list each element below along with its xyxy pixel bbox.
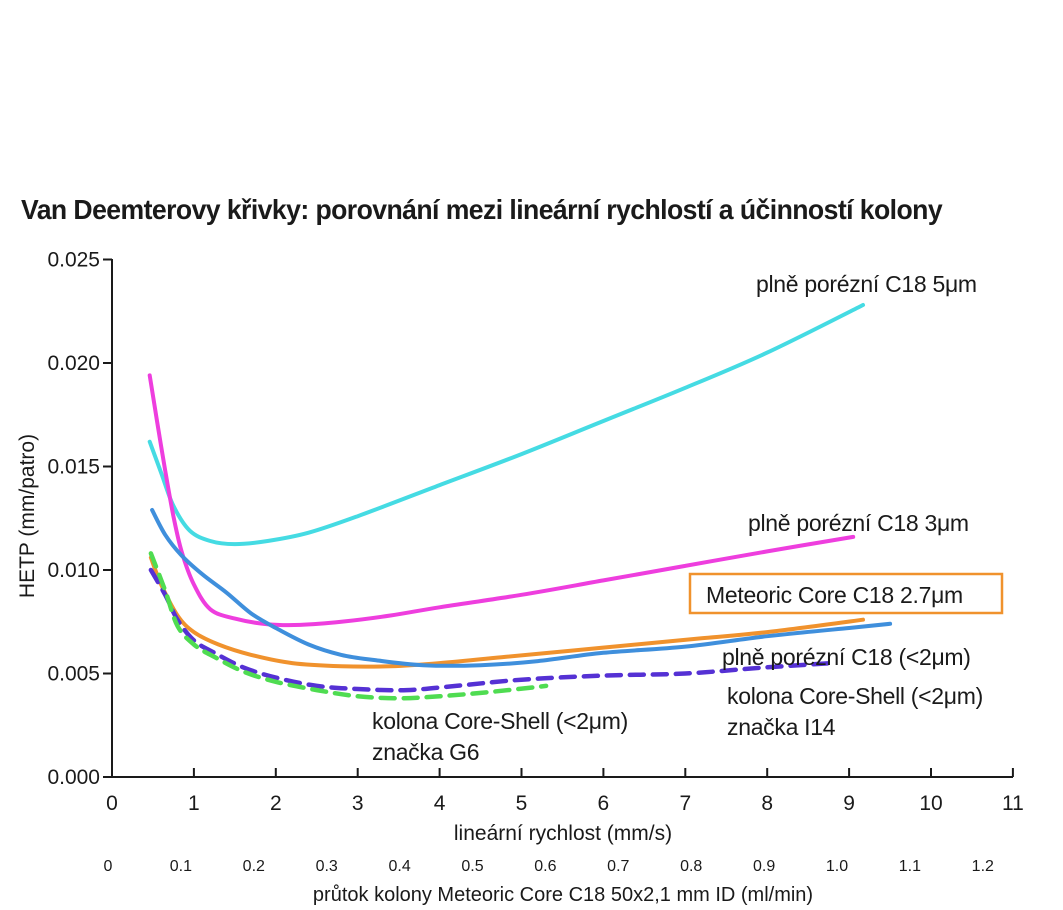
x-tick-label: 9: [843, 792, 855, 815]
chart-title: Van Deemterovy křivky: porovnání mezi li…: [21, 194, 943, 225]
y-tick-label: 0.000: [47, 766, 100, 789]
x2-tick-label: 0: [104, 858, 113, 875]
x-tick-label: 11: [1002, 792, 1024, 815]
x2-tick-label: 0.8: [680, 858, 702, 875]
curve-label: plně porézní C18 (<2μm): [722, 644, 971, 670]
curve-label: značka I14: [727, 714, 836, 740]
y-tick-label: 0.020: [47, 352, 100, 375]
x2-tick-label: 1.1: [899, 858, 921, 875]
curve-5: [148, 551, 549, 701]
curve-label: Meteoric Core C18 2.7μm: [706, 582, 963, 608]
x2-tick-label: 0.7: [607, 858, 629, 875]
curve-2: [148, 555, 865, 669]
x-tick-label: 5: [516, 792, 528, 815]
x2-tick-label: 0.1: [170, 858, 192, 875]
x2-tick-label: 0.2: [243, 858, 265, 875]
tick-labels: 0 1 2 3 4 5 6 7 8 9 10 11 0.000 0.005 0.010 0.015 0.020 0…: [47, 249, 1023, 876]
x2-tick-label: 0.5: [461, 858, 483, 875]
x-tick-label: 2: [270, 792, 282, 815]
series-curves: [147, 303, 893, 701]
x2-tick-label: 1.2: [972, 858, 994, 875]
curve-annotations: plně porézní C18 5μm plně porézní C18 3μm…: [372, 271, 1004, 765]
curve-4: [148, 567, 835, 693]
y-axis-label: HETP (mm/patro): [16, 434, 39, 598]
curve-label-box: [688, 572, 1004, 615]
curve-1: [147, 373, 856, 628]
x-axis-label: lineární rychlost (mm/s): [454, 822, 672, 845]
x-tick-label: 10: [919, 792, 942, 815]
x2-tick-label: 0.3: [316, 858, 338, 875]
curve-3: [150, 508, 893, 668]
curve-0: [147, 303, 865, 547]
x2-axis-label: průtok kolony Meteoric Core C18 50x2,1 m…: [313, 884, 813, 906]
x2-tick-label: 0.9: [753, 858, 775, 875]
x-tick-label: 6: [598, 792, 610, 815]
x-tick-label: 4: [434, 792, 446, 815]
x-tick-label: 0: [106, 792, 118, 815]
x-tick-label: 3: [352, 792, 364, 815]
y-tick-label: 0.025: [47, 249, 100, 272]
curve-label: plně porézní C18 3μm: [748, 510, 969, 536]
curve-label: kolona Core-Shell (<2μm): [727, 683, 983, 709]
x-tick-label: 8: [761, 792, 773, 815]
x2-tick-label: 0.4: [388, 858, 410, 875]
x-tick-label: 1: [188, 792, 200, 815]
x2-tick-label: 1.0: [826, 858, 848, 875]
y-tick-label: 0.010: [47, 559, 100, 582]
x-tick-label: 7: [679, 792, 691, 815]
x2-tick-label: 0.6: [534, 858, 556, 875]
y-tick-label: 0.015: [47, 456, 100, 479]
y-tick-label: 0.005: [47, 663, 100, 686]
curve-label: plně porézní C18 5μm: [756, 271, 977, 297]
tick-marks: [103, 258, 1014, 778]
curve-label: kolona Core-Shell (<2μm): [372, 708, 628, 734]
curve-label: značka G6: [372, 739, 479, 765]
